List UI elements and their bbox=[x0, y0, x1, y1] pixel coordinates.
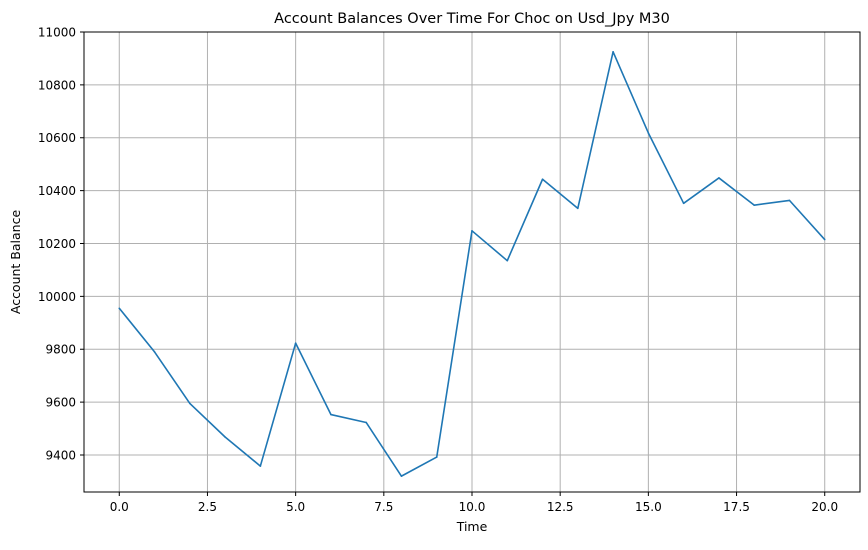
data-point bbox=[541, 178, 544, 181]
y-tick-label: 9800 bbox=[45, 343, 76, 357]
y-tick-label: 10800 bbox=[38, 78, 76, 92]
data-point bbox=[471, 230, 473, 232]
data-point bbox=[718, 177, 720, 179]
x-tick-label: 5.0 bbox=[286, 500, 305, 514]
y-tick-label: 11000 bbox=[38, 26, 76, 40]
series-layer bbox=[118, 51, 826, 477]
data-point bbox=[823, 238, 826, 241]
data-point bbox=[189, 402, 191, 405]
data-point bbox=[224, 436, 226, 438]
data-point bbox=[294, 342, 297, 344]
y-tick-label: 10600 bbox=[38, 131, 76, 145]
grid bbox=[84, 31, 860, 492]
data-point bbox=[577, 207, 579, 210]
data-point bbox=[118, 307, 121, 310]
data-point bbox=[753, 204, 755, 206]
x-tick-label: 12.5 bbox=[547, 500, 574, 514]
y-tick-label: 10000 bbox=[38, 290, 76, 304]
y-axis-label: Account Balance bbox=[8, 210, 23, 315]
x-axis-label: Time bbox=[456, 519, 488, 534]
y-tick-label: 10200 bbox=[38, 237, 76, 251]
data-point bbox=[365, 421, 367, 424]
data-point bbox=[259, 465, 262, 467]
data-point bbox=[400, 475, 403, 477]
x-tick-label: 15.0 bbox=[635, 500, 662, 514]
x-tick-label: 2.5 bbox=[198, 500, 217, 514]
data-point bbox=[153, 351, 156, 353]
y-tick-label: 10400 bbox=[38, 184, 76, 198]
data-point bbox=[647, 132, 650, 134]
data-point bbox=[682, 202, 685, 205]
chart-title: Account Balances Over Time For Choc on U… bbox=[274, 11, 670, 27]
x-tick-label: 0.0 bbox=[110, 500, 129, 514]
x-tick-label: 20.0 bbox=[811, 500, 838, 514]
x-tick-label: 7.5 bbox=[374, 500, 393, 514]
data-point bbox=[612, 51, 614, 53]
x-tick-label: 10.0 bbox=[459, 500, 486, 514]
data-point bbox=[435, 456, 438, 458]
y-tick-label: 9400 bbox=[45, 448, 76, 462]
data-point bbox=[788, 199, 791, 202]
ticks: 0.0 2.5 5.0 7.5 10.0 12.5 15.0 17.5 20.0 9400 9600… bbox=[38, 26, 838, 515]
x-tick-label: 17.5 bbox=[723, 500, 750, 514]
data-point bbox=[330, 413, 332, 416]
y-tick-label: 9600 bbox=[45, 396, 76, 410]
data-point bbox=[506, 259, 509, 262]
